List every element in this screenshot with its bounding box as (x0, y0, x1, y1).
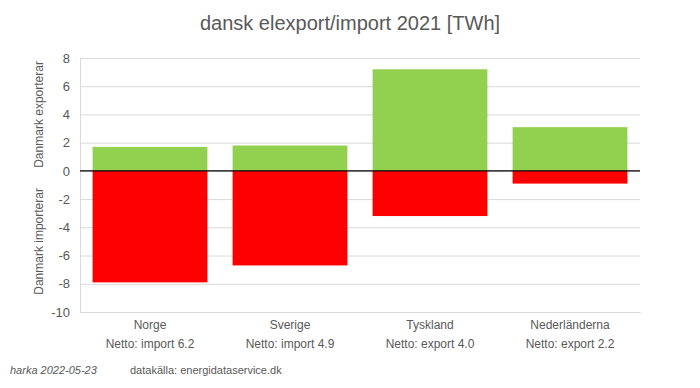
bar (373, 171, 488, 216)
y-tick-label: -4 (58, 220, 70, 235)
x-tick: Tyskland (406, 312, 453, 332)
y-tick-label: 8 (63, 51, 70, 66)
x-axis: Norge Sverige Tyskland Nederländerna (81, 312, 641, 332)
x-tick: Sverige (270, 312, 311, 332)
y-tick: 6 (63, 79, 640, 94)
bar (93, 171, 208, 282)
grid-line (80, 86, 640, 87)
category-notes: Netto: import 6.2 Netto: import 4.9 Netto:… (106, 337, 615, 351)
x-tick: Nederländerna (530, 312, 610, 332)
y-tick-label: -10 (51, 305, 70, 320)
bar (93, 147, 208, 171)
y-tick-label: -6 (58, 248, 70, 263)
x-tick-label: Norge (134, 318, 167, 332)
grid-line (80, 114, 640, 115)
y-tick-label: 2 (63, 135, 70, 150)
footer-text: harka 2022-05-23 (10, 364, 98, 376)
x-tick-label: Tyskland (406, 318, 453, 332)
category-note: Netto: import 6.2 (106, 337, 195, 351)
category-note: Netto: export 4.0 (386, 337, 475, 351)
y-tick-label: -8 (58, 276, 70, 291)
plot: -10 -8 -6 -4 -2 0 2 4 6 8 Norge Sverige Tyskland Nede… (51, 51, 640, 351)
chart: dansk elexport/import 2021 [TWh]-10-8-6-… (0, 0, 700, 388)
y-tick: 8 (63, 51, 640, 66)
y-axis-line (81, 59, 641, 313)
footer-text: datakälla: energidataservice.dk (130, 364, 282, 376)
y-tick-label: 4 (63, 107, 70, 122)
grid-line (80, 312, 640, 313)
x-axis-line (81, 312, 641, 313)
bar (513, 127, 628, 171)
zero-line (80, 170, 640, 171)
x-tick: Norge (134, 312, 167, 332)
category-note: Netto: import 4.9 (246, 337, 335, 351)
bar (513, 171, 628, 184)
series (93, 69, 628, 171)
bar (233, 145, 348, 170)
grid-line (80, 284, 640, 285)
y-tick-label: 6 (63, 79, 70, 94)
axis-side-label: Danmark importerar (32, 188, 46, 295)
title: dansk elexport/import 2021 [TWh] (200, 12, 500, 34)
grid-line (80, 58, 640, 59)
series (93, 171, 628, 282)
x-tick-label: Sverige (270, 318, 311, 332)
y-tick-label: 0 (63, 164, 70, 179)
axis-side-label: Danmark exporterar (32, 61, 46, 168)
bar (373, 69, 488, 171)
bars (93, 69, 628, 282)
y-tick: 4 (63, 107, 640, 122)
y-tick-label: -2 (58, 192, 70, 207)
y-axis: -10 -8 -6 -4 -2 0 2 4 6 8 (51, 51, 640, 320)
category-note: Netto: export 2.2 (526, 337, 615, 351)
bar (233, 171, 348, 266)
x-tick-label: Nederländerna (530, 318, 610, 332)
